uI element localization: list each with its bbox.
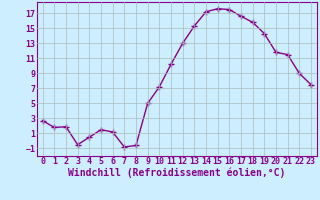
X-axis label: Windchill (Refroidissement éolien,°C): Windchill (Refroidissement éolien,°C): [68, 168, 285, 178]
